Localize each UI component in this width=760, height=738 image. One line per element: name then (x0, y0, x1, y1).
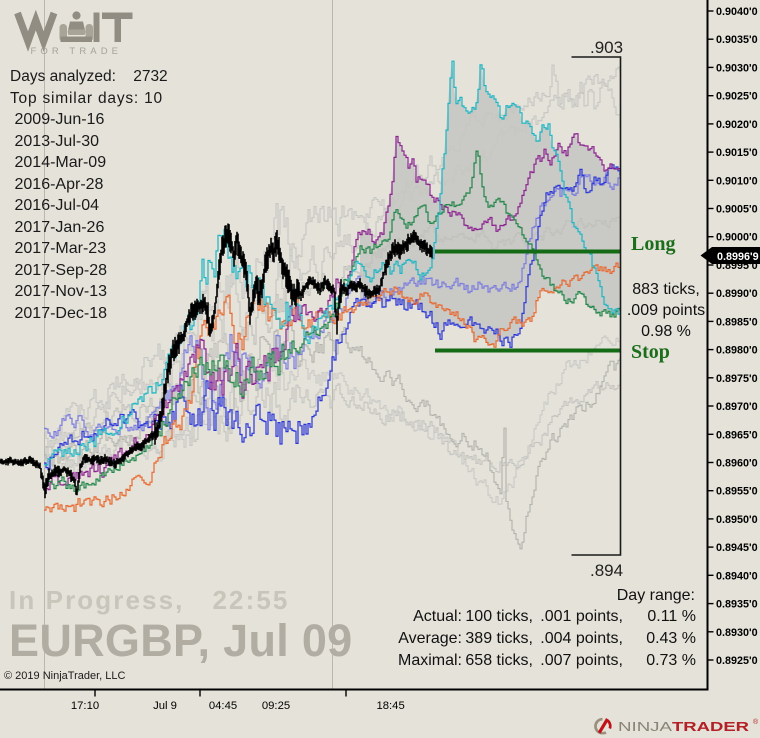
svg-text:0.9040'0: 0.9040'0 (716, 6, 758, 18)
svg-text:0.9000'0: 0.9000'0 (716, 232, 758, 244)
svg-text:0.9025'0: 0.9025'0 (716, 91, 758, 103)
svg-text:0.8980'0: 0.8980'0 (716, 345, 758, 357)
svg-text:0.8925'0: 0.8925'0 (716, 655, 758, 667)
svg-text:0.9020'0: 0.9020'0 (716, 119, 758, 131)
svg-text:0.8950'0: 0.8950'0 (716, 514, 758, 526)
svg-text:0.9010'0: 0.9010'0 (716, 175, 758, 187)
svg-text:0.8945'0: 0.8945'0 (716, 542, 758, 554)
svg-text:0.8955'0: 0.8955'0 (716, 486, 758, 498)
svg-text:0.8970'0: 0.8970'0 (716, 401, 758, 413)
svg-text:®: ® (753, 718, 759, 726)
svg-text:FOR TRADE: FOR TRADE (31, 46, 123, 57)
svg-text:TRADER: TRADER (672, 719, 750, 734)
svg-text:NINJA: NINJA (618, 719, 672, 734)
svg-text:0.8985'0: 0.8985'0 (716, 316, 758, 328)
svg-text:0.8930'0: 0.8930'0 (716, 627, 758, 639)
svg-text:0.8975'0: 0.8975'0 (716, 373, 758, 385)
svg-text:0.9030'0: 0.9030'0 (716, 62, 758, 74)
svg-text:18:45: 18:45 (376, 700, 404, 712)
svg-text:Jul 9: Jul 9 (153, 700, 177, 712)
svg-text:0.8990'0: 0.8990'0 (716, 288, 758, 300)
svg-text:17:10: 17:10 (71, 700, 99, 712)
svg-text:04:45: 04:45 (209, 700, 237, 712)
svg-text:0.8935'0: 0.8935'0 (716, 599, 758, 611)
svg-text:0.8940'0: 0.8940'0 (716, 570, 758, 582)
svg-text:0.8960'0: 0.8960'0 (716, 458, 758, 470)
svg-text:09:25: 09:25 (262, 700, 290, 712)
svg-text:0.9035'0: 0.9035'0 (716, 34, 758, 46)
svg-text:0.8996'9: 0.8996'9 (717, 251, 759, 263)
svg-text:0.8965'0: 0.8965'0 (716, 429, 758, 441)
svg-text:0.9005'0: 0.9005'0 (716, 204, 758, 216)
svg-text:0.9015'0: 0.9015'0 (716, 147, 758, 159)
